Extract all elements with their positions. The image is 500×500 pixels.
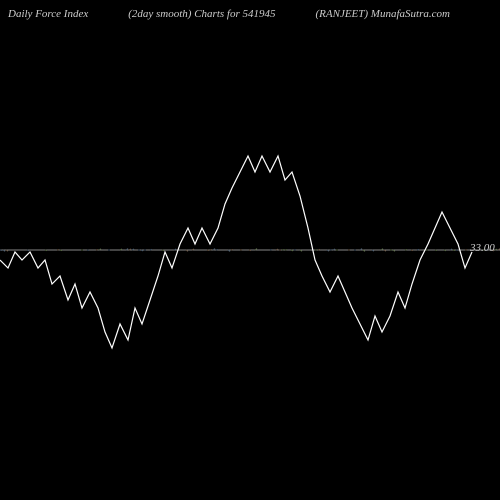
- force-index-chart: Daily Force Index (2day smooth) Charts f…: [0, 0, 500, 500]
- header-right-title: (RANJEET) MunafaSutra.com: [316, 8, 450, 20]
- chart-header: Daily Force Index (2day smooth) Charts f…: [0, 8, 500, 20]
- chart-canvas: [0, 0, 500, 500]
- header-center-title: (2day smooth) Charts for 541945: [128, 8, 275, 20]
- baseline-value-label: 33.00: [470, 242, 495, 254]
- header-left-title: Daily Force Index: [8, 8, 88, 20]
